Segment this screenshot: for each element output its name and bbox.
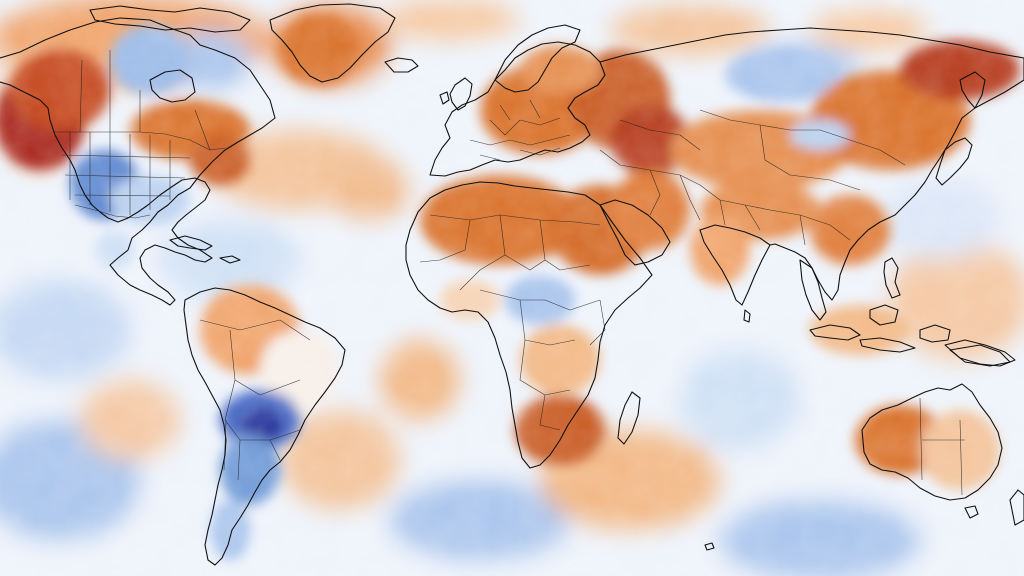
coastline-new-zealand (1009, 489, 1024, 526)
country-borders (55, 50, 965, 496)
coastline-north-america (0, 17, 276, 306)
coastline-kamchatka (959, 71, 986, 109)
coastline-british-isles (439, 77, 473, 111)
coastline-tasmania (964, 505, 979, 519)
border-south-america (199, 319, 311, 481)
border-europe (469, 99, 571, 161)
coastline-india (699, 224, 771, 306)
coastline-philippines (883, 257, 901, 299)
coastline-greenland (269, 3, 396, 83)
coastline-arctic-islands (89, 5, 251, 33)
border-australia (919, 397, 965, 496)
coastline-south-america (183, 287, 346, 566)
border-asia (599, 109, 906, 246)
coastline-australia (861, 383, 1003, 501)
border-us-states (61, 132, 191, 215)
border-us-canada (55, 131, 226, 151)
coastline-new-guinea (944, 339, 1016, 367)
coastline-southeast-asia (799, 259, 827, 321)
coastline-asia (599, 27, 1024, 301)
coastline-sri-lanka (743, 309, 751, 323)
coastline-indonesia (809, 304, 1011, 367)
border-us-mexico (74, 204, 151, 219)
coastline-hudson-bay (149, 69, 196, 103)
coastline-antarctic-fragments (704, 542, 715, 551)
border-africa (419, 214, 606, 431)
coastline-iceland (384, 57, 419, 73)
coastline-arabia (599, 199, 671, 266)
coastline-africa (405, 181, 653, 469)
border-canada-provinces (79, 50, 211, 151)
coastline-madagascar (617, 391, 641, 445)
coastline-japan (935, 137, 973, 186)
coastline-caribbean (169, 235, 241, 264)
coastlines (0, 3, 1024, 566)
coastline-scandinavia (494, 24, 581, 93)
